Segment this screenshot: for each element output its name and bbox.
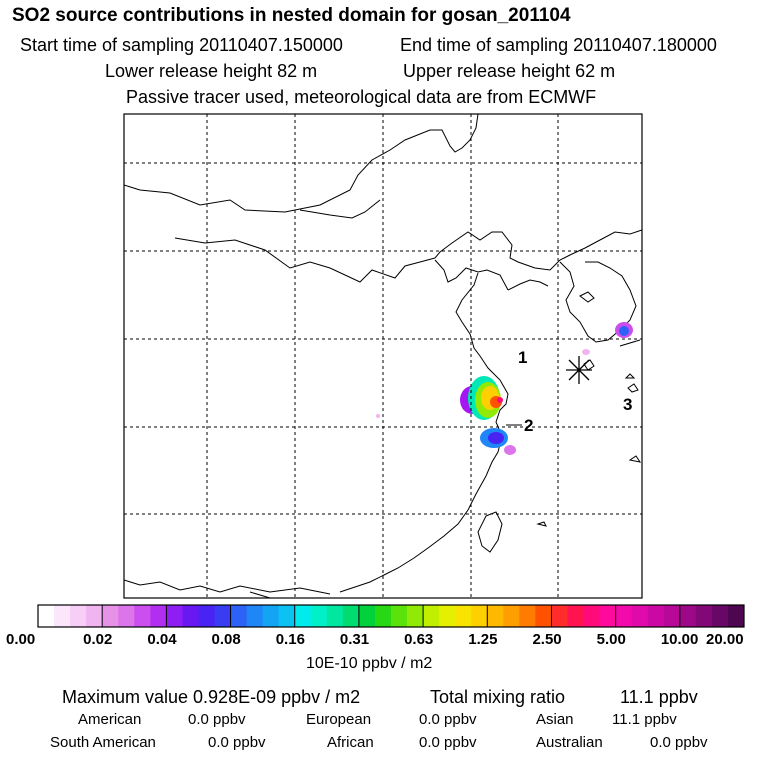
source-name-asian: Asian (536, 711, 574, 728)
colorbar-swatch (407, 605, 424, 627)
colorbar-swatch (727, 605, 745, 627)
colorbar-swatch (535, 605, 552, 627)
source-name-american: American (78, 711, 142, 728)
colorbar-swatch (294, 605, 312, 627)
colorbar-swatch (583, 605, 601, 627)
colorbar-tick-label: 0.63 (404, 631, 434, 648)
colorbar-units: 10E-10 ppbv / m2 (306, 655, 433, 672)
colorbar-swatch (391, 605, 408, 627)
source-value-european: 0.0 ppbv (419, 711, 477, 728)
colorbar-tick-label: 0.00 (6, 631, 36, 648)
colorbar-swatch (262, 605, 280, 627)
source-name-australian: Australian (536, 734, 603, 751)
source-name-european: European (306, 711, 372, 728)
colorbar-tick-label: 5.00 (596, 631, 626, 648)
colorbar-swatch (374, 605, 392, 627)
colorbar-swatch (358, 605, 376, 627)
colorbar-swatch (198, 605, 215, 627)
colorbar-swatch (663, 605, 681, 627)
source-value-american: 0.0 ppbv (188, 711, 246, 728)
source-value-asian: 11.1 ppbv (612, 711, 677, 728)
end-time-label: End time of sampling 20110407.180000 (400, 35, 717, 55)
colorbar-swatch (423, 605, 440, 627)
region-label-2: 2 (524, 416, 533, 435)
colorbar-swatch (599, 605, 617, 627)
colorbar-swatch (439, 605, 456, 627)
upper-height-label: Upper release height 62 m (403, 61, 616, 81)
total-mixing-label: Total mixing ratio (430, 687, 566, 707)
region-label-3: 3 (623, 395, 632, 414)
station-star-icon (566, 356, 592, 384)
colorbar-swatch (230, 605, 248, 627)
max-value-label: Maximum value 0.928E-09 ppbv / m2 (62, 687, 361, 707)
colorbar-swatch (166, 605, 183, 627)
map-frame (123, 113, 643, 599)
colorbar-tick-label: 0.08 (211, 631, 241, 648)
colorbar-tick-label: 10.00 (660, 631, 699, 648)
colorbar-swatch (86, 605, 103, 627)
colorbar-swatch (679, 605, 697, 627)
colorbar-swatch (70, 605, 87, 627)
colorbar-tick-label: 0.16 (275, 631, 305, 648)
colorbar-swatch (278, 605, 296, 627)
colorbar-swatch (487, 605, 504, 627)
colorbar-tick-label: 1.25 (468, 631, 498, 648)
colorbar-tick-label: 20.00 (706, 631, 744, 648)
colorbar-swatch (567, 605, 585, 627)
coastlines (124, 114, 642, 598)
colorbar-swatch (615, 605, 633, 627)
colorbar-tick-label: 2.50 (532, 631, 562, 648)
colorbar-swatch (503, 605, 520, 627)
start-time-label: Start time of sampling 20110407.150000 (20, 35, 343, 55)
map-panel (124, 114, 642, 598)
colorbar-swatch (38, 605, 55, 627)
source-value-australian: 0.0 ppbv (650, 734, 708, 751)
lat-lon-grid (124, 114, 642, 598)
colorbar-swatch (551, 605, 568, 627)
colorbar-swatch (647, 605, 665, 627)
page-title: SO2 source contributions in nested domai… (12, 5, 571, 26)
colorbar-tick-label: 0.04 (147, 631, 177, 648)
colorbar-swatch (455, 605, 472, 627)
colorbar-tick-label: 0.02 (83, 631, 113, 648)
lower-height-label: Lower release height 82 m (105, 61, 318, 81)
colorbar-swatch (342, 605, 360, 627)
colorbar-swatch (471, 605, 488, 627)
region-label-1: 1 (518, 348, 527, 367)
colorbar-swatch (182, 605, 199, 627)
colorbar (37, 604, 745, 628)
source-name-african: African (327, 734, 374, 751)
colorbar-swatch (711, 605, 729, 627)
colorbar-swatch (150, 605, 167, 627)
source-value-south-american: 0.0 ppbv (208, 734, 266, 751)
colorbar-frame (37, 604, 745, 628)
data-source-note: Passive tracer used, meteorological data… (126, 87, 597, 107)
colorbar-swatch (631, 605, 649, 627)
colorbar-tick-label: 0.31 (339, 631, 370, 648)
colorbar-swatch (134, 605, 151, 627)
plume-blobs (376, 322, 633, 455)
colorbar-swatch (695, 605, 713, 627)
colorbar-swatch (102, 605, 119, 627)
colorbar-swatch (246, 605, 264, 627)
colorbar-swatch (326, 605, 344, 627)
total-mixing-value: 11.1 ppbv (620, 687, 698, 707)
colorbar-swatch (54, 605, 71, 627)
colorbar-swatch (118, 605, 135, 627)
colorbar-swatch (310, 605, 328, 627)
source-value-african: 0.0 ppbv (419, 734, 477, 751)
colorbar-swatch (214, 605, 232, 627)
source-name-south-american: South American (50, 734, 156, 751)
colorbar-swatch (519, 605, 536, 627)
